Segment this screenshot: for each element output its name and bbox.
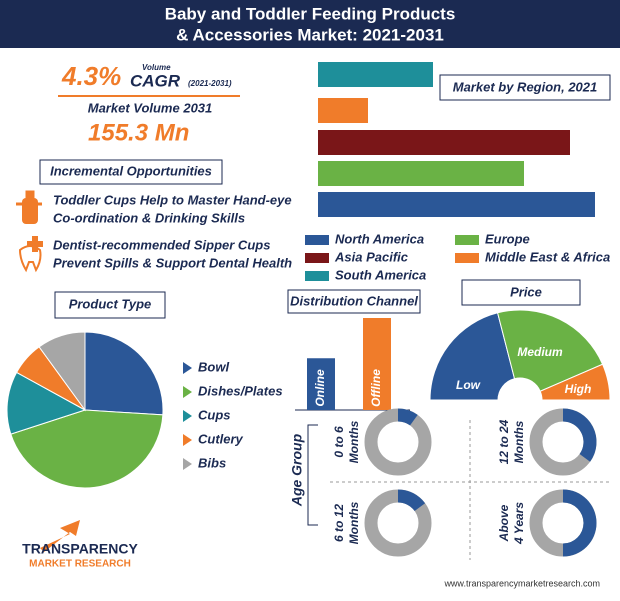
legend-swatch [183,410,192,422]
legend-label: South America [335,267,426,282]
pie-slice [10,409,164,489]
donut-arc [563,489,597,557]
slice-label: Medium [517,345,563,359]
price-slice [539,363,611,401]
logo: MARKET RESEARCH [29,559,131,570]
age-label: 4 Years [512,502,526,545]
pie-slice [38,331,86,412]
legend-swatch [305,235,329,245]
tooth-icon [27,236,43,252]
age-label: 12 to 24 [497,419,511,464]
donut-track [364,408,432,476]
opportunity: Dentist-recommended Sipper Cups [53,237,270,252]
volume-word: Volume [142,63,171,72]
bar [318,161,524,186]
bar-label: Offline [369,369,383,407]
chart-title: Distribution Channel [290,293,418,308]
donut-arc [398,408,418,426]
cagr-period: (2021-2031) [188,79,232,88]
slice-label: Low [456,378,481,392]
age-label: 0 to 6 [332,426,346,458]
cagr-value: 4.3% [61,61,121,91]
pie-slice [6,371,87,435]
legend-label: Bibs [198,455,226,470]
legend-swatch [455,235,479,245]
opportunity: Toddler Cups Help to Master Hand-eye [53,192,292,207]
chart-title-box [461,279,581,306]
cup-icon [22,198,38,224]
donut-arc [398,489,426,511]
legend-label: Middle East & Africa [485,249,610,264]
price-slice [429,312,516,401]
bracket [307,424,318,526]
title: Baby and Toddler Feeding Products [165,4,456,23]
legend-swatch [305,271,329,281]
volume-label: Market Volume 2031 [88,100,213,115]
donut-arc [563,408,597,462]
chart-title: Age Group [289,433,305,507]
opportunity: Co-ordination & Drinking Skills [53,210,245,225]
bar [318,98,368,123]
chart-title-box [439,74,611,101]
chart-title: Price [510,284,542,299]
bar [318,192,595,217]
legend-label: Cups [198,407,231,422]
chart-title-box [54,291,166,319]
age-label: Months [512,420,526,463]
age-label: Above [497,504,511,542]
bar-label: Online [313,369,327,407]
bar [363,318,391,410]
bar [318,130,570,155]
price-slice [497,309,604,392]
legend-label: Europe [485,231,530,246]
logo-icon [40,520,80,552]
title-band [0,0,620,48]
chart-title: Market by Region, 2021 [453,79,598,94]
legend-swatch [183,458,192,470]
chart-title: Product Type [69,296,152,311]
bar [307,358,335,410]
legend-swatch [183,362,192,374]
legend-swatch [305,253,329,263]
section-box [39,159,223,185]
legend-label: Dishes/Plates [198,383,283,398]
chart-title-box [287,289,421,314]
age-label: Months [347,420,361,463]
url: www.transparencymarketresearch.com [443,578,600,588]
cagr-label: CAGR [130,71,181,90]
volume-value: 155.3 Mn [88,119,189,146]
legend-swatch [183,434,192,446]
legend-swatch [455,253,479,263]
opportunity: Prevent Spills & Support Dental Health [53,255,292,270]
age-label: 6 to 12 [332,504,346,542]
pie-slice [84,331,164,416]
age-label: Months [347,501,361,544]
section-title: Incremental Opportunities [50,163,212,178]
logo: TRANSPARENCY [22,541,138,557]
bar [318,62,433,87]
legend-label: Asia Pacific [334,249,409,264]
slice-label: High [565,382,592,396]
cup-icon [16,190,42,206]
legend-label: Bowl [198,359,229,374]
title: & Accessories Market: 2021-2031 [176,25,444,44]
legend-label: Cutlery [198,431,244,446]
legend-swatch [183,386,192,398]
legend-label: North America [335,231,424,246]
